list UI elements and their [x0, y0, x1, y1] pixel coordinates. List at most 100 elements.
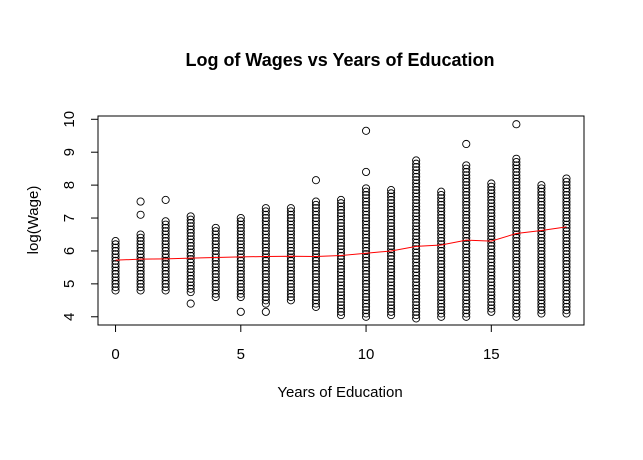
data-point — [362, 269, 371, 279]
data-point — [512, 240, 521, 249]
data-point — [487, 195, 496, 204]
data-point — [512, 256, 521, 265]
data-point — [336, 245, 346, 254]
data-point — [211, 292, 220, 302]
data-point — [487, 251, 496, 260]
data-point — [286, 213, 295, 223]
data-point — [562, 217, 571, 226]
data-point — [186, 232, 195, 241]
data-point — [387, 209, 396, 218]
data-point — [512, 253, 521, 262]
data-point — [362, 306, 371, 315]
data-point — [487, 228, 496, 237]
data-point — [136, 240, 145, 249]
data-point — [487, 284, 496, 293]
data-point — [387, 215, 396, 224]
y-tick-label: 8 — [61, 181, 78, 189]
data-point — [136, 230, 145, 239]
data-point — [562, 220, 571, 229]
data-point — [362, 223, 371, 232]
data-point — [512, 250, 521, 259]
data-point — [161, 266, 170, 275]
data-point — [462, 181, 471, 190]
data-point — [211, 260, 220, 269]
data-point — [437, 306, 446, 315]
data-point — [186, 248, 195, 257]
data-point — [286, 204, 295, 213]
data-point — [537, 266, 546, 275]
data-point — [562, 184, 571, 193]
data-point — [487, 182, 496, 191]
data-point — [211, 279, 220, 288]
data-point — [562, 227, 571, 236]
data-point — [537, 220, 546, 229]
data-point — [562, 286, 571, 295]
data-point — [311, 273, 320, 282]
data-point — [512, 292, 521, 302]
data-point — [136, 286, 145, 295]
data-point — [412, 311, 421, 320]
data-point — [362, 230, 371, 239]
data-point — [562, 213, 571, 223]
data-point — [512, 289, 521, 298]
data-point — [412, 159, 421, 168]
data-point — [462, 174, 471, 183]
data-point — [111, 237, 120, 246]
data-point — [186, 258, 195, 267]
data-point — [387, 189, 396, 198]
data-point — [136, 237, 145, 246]
data-point — [412, 255, 421, 264]
data-point — [311, 289, 320, 298]
data-point — [437, 246, 446, 255]
data-point — [286, 240, 295, 249]
data-point — [286, 289, 295, 298]
data-point — [412, 271, 421, 280]
data-point — [387, 225, 396, 234]
data-point — [211, 243, 220, 252]
data-point — [462, 161, 471, 170]
data-point — [311, 223, 320, 232]
data-point — [462, 177, 471, 186]
data-point — [136, 256, 145, 265]
data-point — [161, 233, 170, 242]
data-point — [311, 302, 320, 311]
data-point — [562, 256, 571, 265]
data-point — [311, 276, 320, 285]
data-point — [537, 207, 546, 216]
data-point — [161, 263, 170, 272]
data-point — [362, 312, 371, 321]
data-point — [286, 276, 295, 285]
data-points — [111, 120, 571, 323]
data-point — [311, 299, 320, 308]
data-point — [512, 161, 521, 170]
data-point — [412, 179, 421, 188]
data-point — [136, 250, 145, 259]
data-point — [487, 274, 496, 283]
data-point — [311, 243, 320, 252]
data-point — [362, 243, 371, 252]
data-point — [161, 237, 170, 246]
data-point — [311, 279, 320, 288]
data-point — [487, 294, 496, 303]
data-point — [387, 212, 396, 221]
data-point — [512, 190, 521, 200]
x-tick-label: 5 — [237, 346, 245, 363]
data-point — [487, 297, 496, 307]
data-point — [161, 250, 170, 259]
data-point — [562, 181, 571, 190]
data-point — [412, 202, 421, 211]
data-point — [562, 194, 571, 203]
data-point — [387, 218, 396, 228]
data-point — [387, 301, 396, 310]
data-point — [537, 243, 546, 252]
data-point — [562, 296, 571, 305]
data-point — [311, 227, 320, 236]
data-point — [462, 246, 471, 255]
data-point — [512, 223, 521, 232]
data-point — [286, 266, 295, 275]
data-point — [362, 289, 371, 298]
data-point — [362, 204, 371, 213]
data-point — [537, 190, 546, 200]
data-point — [437, 204, 446, 213]
data-point — [211, 233, 220, 242]
